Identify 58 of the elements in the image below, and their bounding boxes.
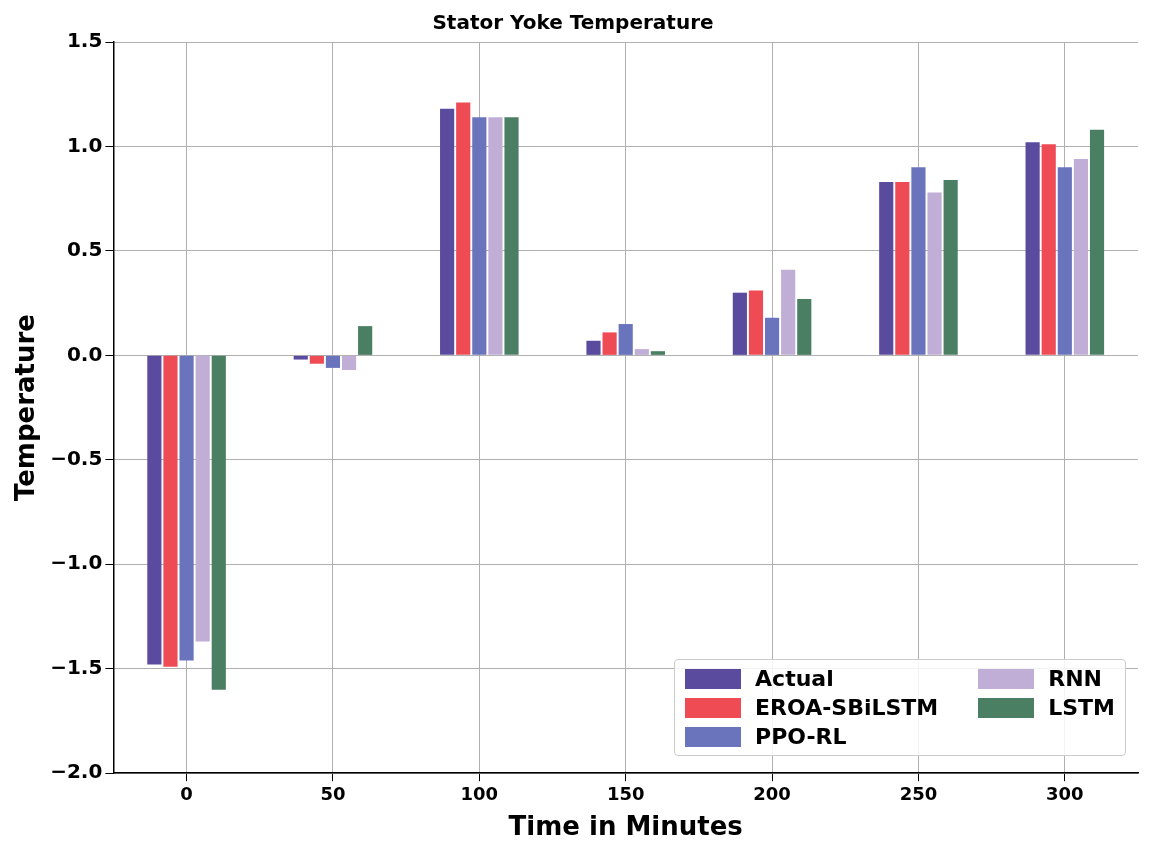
bar (927, 192, 942, 355)
legend-label: PPO-RL (755, 724, 847, 749)
bar (797, 298, 812, 355)
bar (1057, 167, 1072, 355)
bar (732, 292, 747, 355)
y-tick-label: 1.0 (66, 132, 103, 157)
bar (1089, 129, 1105, 355)
bar (943, 179, 958, 355)
y-tick-label: 0.0 (66, 341, 103, 366)
bar (358, 326, 373, 355)
bar (911, 167, 926, 355)
legend-label: Actual (755, 666, 834, 691)
bar (650, 351, 665, 355)
bar (440, 108, 455, 355)
chart-title: Stator Yoke Temperature (432, 10, 714, 35)
bar (293, 355, 308, 360)
legend-label: LSTM (1048, 695, 1115, 720)
bar (634, 349, 649, 355)
bar (211, 355, 226, 690)
bar (504, 117, 519, 355)
bar (179, 355, 194, 661)
bar (879, 181, 894, 355)
x-tick-label: 100 (460, 782, 499, 804)
x-tick-label: 0 (180, 782, 193, 804)
bar (1025, 142, 1040, 355)
bar (341, 355, 357, 370)
x-axis-title: Time in Minutes (508, 811, 743, 842)
bar (781, 269, 796, 355)
y-tick-label: 1.5 (66, 28, 103, 53)
bar (488, 117, 503, 355)
bar (602, 332, 617, 355)
bar (163, 355, 178, 667)
x-tick-label: 250 (899, 782, 938, 804)
bar (618, 324, 633, 355)
bar (895, 181, 910, 355)
x-tick-label: 50 (320, 782, 346, 804)
x-tick-label: 200 (753, 782, 791, 804)
bar (748, 290, 764, 355)
x-tick-label: 300 (1046, 782, 1084, 804)
y-tick-label: −0.5 (50, 446, 103, 471)
y-tick-label: −2.0 (50, 759, 103, 784)
bar (195, 355, 210, 642)
bar (309, 355, 324, 364)
bar (586, 340, 601, 355)
y-tick-label: −1.5 (50, 654, 103, 679)
y-axis-title: Temperature (10, 314, 41, 502)
bar (1041, 144, 1056, 355)
bar (1073, 158, 1088, 355)
bar (456, 102, 471, 355)
bar (325, 355, 341, 368)
bar (472, 117, 487, 355)
legend-label: RNN (1048, 666, 1102, 691)
y-tick-label: 0.5 (66, 237, 103, 262)
legend-label: EROA-SBiLSTM (755, 695, 939, 720)
x-tick-label: 150 (606, 782, 645, 804)
y-tick-label: −1.0 (50, 550, 103, 575)
bar (764, 317, 780, 355)
bar (147, 355, 162, 665)
